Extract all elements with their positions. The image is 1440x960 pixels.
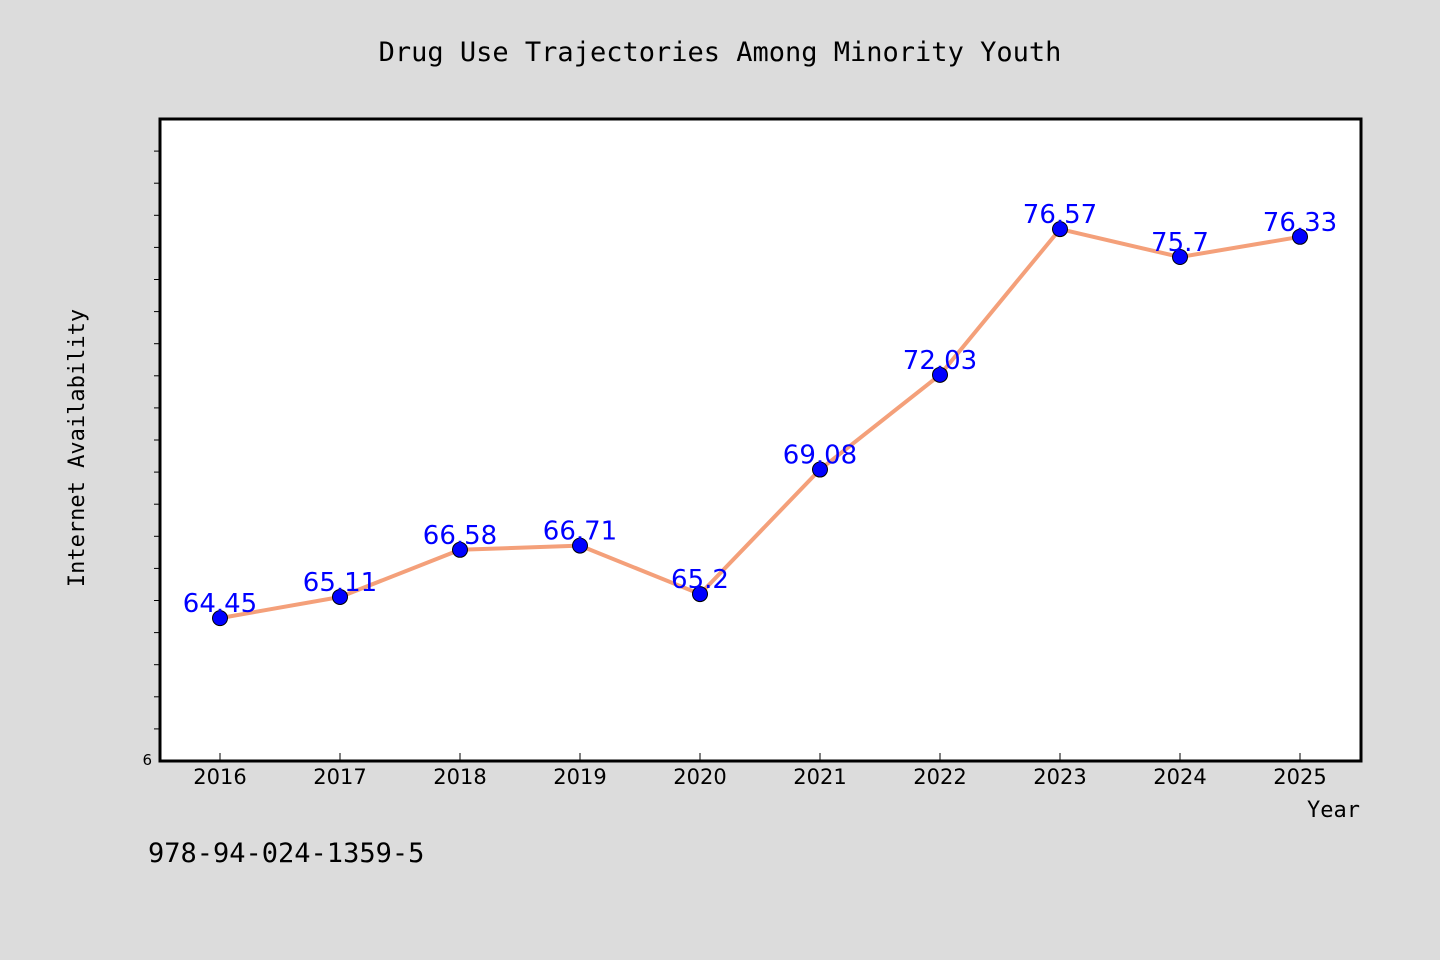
data-point <box>1172 249 1188 266</box>
data-label-layer: 64.45 65.11 66.58 66.71 65.2 69.08 72.03 76.57 7… <box>183 200 1337 619</box>
data-label: 69.08 <box>783 441 857 471</box>
x-tick-label: 2023 <box>1033 765 1086 789</box>
chart-title: Drug Use Trajectories Among Minority You… <box>379 37 1062 68</box>
data-point <box>932 366 948 383</box>
x-tick-label: 2017 <box>313 765 366 789</box>
plot-area <box>160 119 1361 761</box>
x-tick-label: 2021 <box>793 765 846 789</box>
series-layer <box>212 221 1308 627</box>
x-tick-label: 2024 <box>1153 765 1206 789</box>
data-point <box>452 541 468 558</box>
y-axis-label: Internet Availability <box>65 309 90 587</box>
data-point <box>572 537 588 554</box>
data-label: 76.57 <box>1023 200 1097 230</box>
data-point <box>692 586 708 603</box>
data-point <box>332 588 348 605</box>
x-tick-label: 2016 <box>193 765 246 789</box>
data-label: 64.45 <box>183 589 257 619</box>
data-label: 65.2 <box>671 565 729 595</box>
x-axis-label: Year <box>1307 798 1360 823</box>
footnote: 978-94-024-1359-5 <box>148 838 424 869</box>
x-tick-label: 2018 <box>433 765 486 789</box>
x-tick-label: 2022 <box>913 765 966 789</box>
data-label: 66.71 <box>543 517 617 547</box>
x-axis-ticks: 2016 2017 2018 2019 2020 2021 2022 2023 2024 2025 <box>193 753 1327 789</box>
x-tick-label: 2019 <box>553 765 606 789</box>
y-tick-label-bottom: 6 <box>142 751 152 769</box>
data-point <box>812 461 828 478</box>
data-label: 72.03 <box>903 346 977 376</box>
data-label: 76.33 <box>1263 208 1337 238</box>
data-label: 75.7 <box>1151 228 1209 258</box>
x-tick-label: 2020 <box>673 765 726 789</box>
data-point <box>212 610 228 627</box>
series-line <box>218 227 1302 621</box>
x-tick-label: 2025 <box>1273 765 1326 789</box>
data-point <box>1052 221 1068 238</box>
data-point <box>1292 228 1308 245</box>
plot-frame <box>158 117 1363 763</box>
data-label: 65.11 <box>303 568 377 598</box>
data-label: 66.58 <box>423 521 497 551</box>
